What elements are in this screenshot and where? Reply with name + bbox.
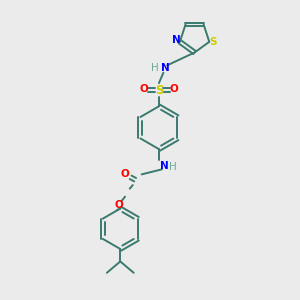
Text: N: N (161, 63, 170, 73)
Text: N: N (172, 35, 181, 45)
Text: O: O (139, 84, 148, 94)
Text: O: O (120, 169, 129, 179)
Text: S: S (155, 84, 163, 97)
Text: H: H (169, 162, 177, 172)
Text: N: N (160, 161, 169, 171)
Text: H: H (151, 63, 158, 73)
Text: S: S (209, 37, 217, 47)
Text: O: O (170, 84, 179, 94)
Text: O: O (114, 200, 123, 210)
